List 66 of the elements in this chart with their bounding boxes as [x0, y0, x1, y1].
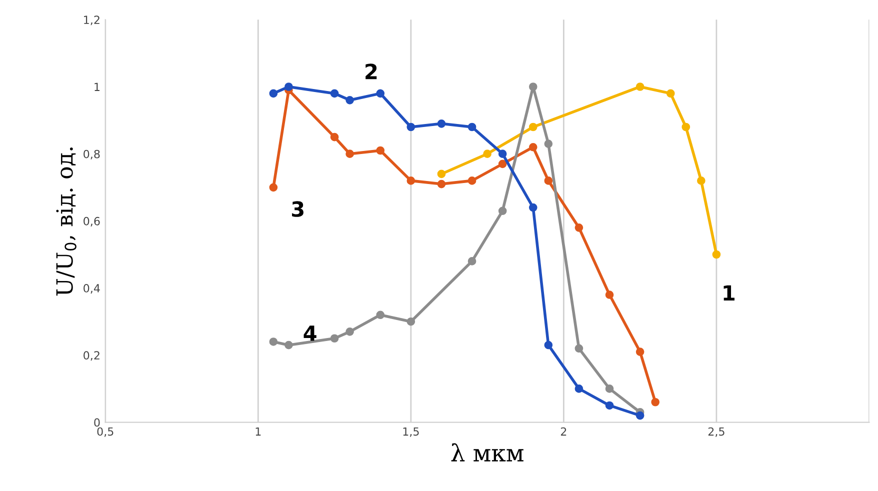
point [574, 384, 584, 393]
x-axis-title: λ мкм [451, 443, 524, 462]
point [376, 89, 385, 98]
y-tick-label: 0,4 [84, 284, 100, 294]
point [574, 223, 584, 232]
point [330, 132, 339, 142]
point [406, 176, 416, 185]
point [636, 348, 644, 356]
point [346, 328, 354, 336]
y-tick-label: 0,2 [84, 351, 100, 361]
point [330, 334, 339, 343]
point [498, 160, 507, 168]
point [269, 183, 278, 192]
point [682, 122, 690, 132]
y-tick-label: 0 [94, 418, 100, 427]
x-tick-label: 1 [256, 427, 261, 436]
point [528, 82, 538, 91]
point [528, 142, 538, 152]
x-tick-label: 1,5 [403, 427, 419, 437]
point [544, 140, 553, 148]
point [437, 119, 446, 128]
point [468, 257, 476, 266]
point [544, 340, 553, 350]
point [330, 89, 339, 98]
point [284, 82, 293, 91]
point [468, 122, 476, 132]
point [437, 180, 446, 188]
point [376, 310, 385, 320]
point [605, 401, 614, 410]
point [528, 203, 538, 212]
point [605, 384, 614, 393]
series-label: 1 [724, 285, 734, 301]
y-axis-title: U/U$_{0}$, від. од. [56, 147, 76, 296]
point [574, 344, 584, 353]
point [284, 340, 293, 350]
point [269, 89, 278, 98]
y-tick-label: 1 [94, 82, 100, 91]
series-label: 2 [366, 64, 377, 80]
point [406, 317, 416, 326]
point [651, 398, 660, 406]
point [528, 122, 538, 132]
point [498, 206, 507, 216]
point [468, 176, 476, 185]
point [605, 290, 614, 299]
x-tick-label: 2 [560, 427, 566, 436]
point [346, 96, 354, 104]
point [269, 338, 278, 346]
point [346, 150, 354, 158]
point [498, 150, 507, 158]
point [406, 122, 416, 132]
y-tick-label: 0,8 [84, 150, 100, 160]
point [437, 170, 446, 178]
x-tick-label: 2,5 [708, 427, 724, 437]
series-label: 3 [292, 201, 304, 217]
point [666, 89, 675, 98]
point [376, 146, 385, 155]
x-tick-label: 0,5 [97, 427, 114, 437]
point [712, 250, 721, 259]
point [697, 176, 706, 185]
point [636, 411, 644, 420]
point [544, 176, 553, 185]
series-label: 4 [304, 326, 316, 341]
point [636, 82, 644, 91]
y-tick-label: 1,2 [84, 16, 100, 26]
point [483, 150, 492, 158]
y-tick-label: 0,6 [84, 216, 100, 226]
